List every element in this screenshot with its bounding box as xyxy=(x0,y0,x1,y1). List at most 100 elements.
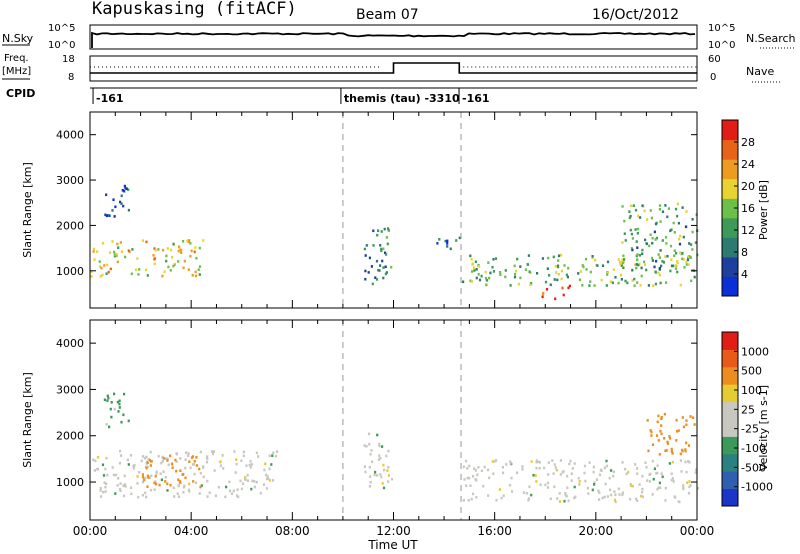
heat-cell-0 xyxy=(111,466,114,469)
heat-cell-1 xyxy=(125,187,128,190)
heat-cell-1 xyxy=(171,466,174,469)
heat-cell-5 xyxy=(684,449,687,453)
heat-cell-4 xyxy=(631,279,634,282)
heat-cell-4 xyxy=(565,273,568,277)
heat-cell-4 xyxy=(612,474,615,478)
heat-cell-4 xyxy=(475,496,478,499)
heat-cell-4 xyxy=(504,275,507,279)
heat-cell-6 xyxy=(629,204,633,208)
heat-cell-4 xyxy=(621,258,624,262)
heat-cell-6 xyxy=(630,232,633,236)
heat-cell-4 xyxy=(510,490,514,493)
heat-cell-3 xyxy=(369,481,372,484)
heat-cell-1 xyxy=(190,456,194,459)
heat-cell-0 xyxy=(117,246,120,249)
heat-cell-0 xyxy=(191,274,194,277)
beam-title: Beam 07 xyxy=(356,7,419,23)
heat-cell-5 xyxy=(689,415,692,418)
power-colorbar-swatch-1 xyxy=(722,256,738,277)
heat-cell-6 xyxy=(628,210,631,213)
heat-cell-2 xyxy=(380,249,383,252)
heat-cell-0 xyxy=(146,274,149,277)
heat-cell-0 xyxy=(271,454,274,457)
heat-cell-5 xyxy=(554,297,557,301)
heat-cell-6 xyxy=(685,210,688,213)
heat-cell-4 xyxy=(462,465,465,469)
heat-cell-0 xyxy=(105,272,108,275)
heat-cell-4 xyxy=(578,483,581,486)
heat-cell-0 xyxy=(109,267,112,271)
heat-cell-2 xyxy=(374,276,377,279)
heat-cell-0 xyxy=(99,486,102,490)
heat-cell-4 xyxy=(617,258,620,261)
heat-cell-4 xyxy=(552,472,555,475)
heat-cell-4 xyxy=(543,466,546,470)
heat-cell-4 xyxy=(509,284,512,287)
heat-cell-0 xyxy=(100,266,103,270)
heat-cell-2 xyxy=(390,265,393,269)
heat-cell-1 xyxy=(145,466,148,470)
heat-cell-0 xyxy=(93,258,96,261)
heat-cell-3 xyxy=(378,444,381,448)
heat-cell-4 xyxy=(599,468,602,472)
heat-cell-4 xyxy=(519,276,522,280)
heat-cell-6 xyxy=(673,249,676,252)
heat-cell-0 xyxy=(166,489,169,492)
velocity-colorbar-swatch-6 xyxy=(722,384,738,403)
heat-cell-4 xyxy=(472,266,476,269)
heat-cell-1 xyxy=(184,476,187,480)
heat-cell-0 xyxy=(189,242,192,245)
nsky-label: N.Sky xyxy=(2,32,34,45)
heat-cell-1 xyxy=(112,198,115,201)
heat-cell-4 xyxy=(484,276,488,280)
heat-cell-4 xyxy=(636,472,639,475)
heat-cell-4 xyxy=(487,494,490,497)
heat-cell-6 xyxy=(630,247,633,250)
heat-cell-3 xyxy=(446,239,449,243)
heat-cell-0 xyxy=(113,253,117,257)
heat-cell-6 xyxy=(624,239,627,242)
heat-cell-6 xyxy=(638,254,642,257)
heat-cell-4 xyxy=(658,481,661,485)
heat-cell-0 xyxy=(237,495,240,499)
heat-cell-3 xyxy=(446,242,449,245)
heat-cell-4 xyxy=(624,467,627,471)
heat-cell-0 xyxy=(182,490,185,494)
heat-cell-4 xyxy=(614,276,617,279)
heat-cell-0 xyxy=(145,240,148,244)
heat-cell-0 xyxy=(198,492,201,495)
heat-cell-2 xyxy=(110,401,113,404)
heat-cell-4 xyxy=(635,254,638,258)
heat-cell-4 xyxy=(622,254,625,258)
heat-cell-4 xyxy=(568,462,571,466)
heat-cell-4 xyxy=(513,264,516,268)
heat-cell-0 xyxy=(228,480,231,484)
heat-cell-4 xyxy=(541,257,544,260)
heat-cell-2 xyxy=(379,264,382,267)
heat-cell-4 xyxy=(686,481,689,484)
heat-cell-0 xyxy=(198,273,201,276)
heat-cell-0 xyxy=(217,485,220,489)
heat-cell-4 xyxy=(627,470,630,474)
heat-cell-0 xyxy=(132,466,136,470)
heat-cell-1 xyxy=(174,458,177,462)
heat-cell-3 xyxy=(436,242,439,245)
heat-cell-0 xyxy=(96,467,100,471)
heat-cell-6 xyxy=(636,231,639,235)
heat-cell-2 xyxy=(380,230,383,233)
heat-cell-4 xyxy=(687,492,691,495)
heat-cell-4 xyxy=(620,264,623,267)
xtick-label-3: 12:00 xyxy=(376,524,411,538)
heat-cell-0 xyxy=(99,275,102,278)
heat-cell-0 xyxy=(235,458,238,461)
heat-cell-4 xyxy=(471,263,474,266)
heat-cell-4 xyxy=(608,476,611,480)
velocity-colorbar-swatch-3 xyxy=(722,436,738,455)
heat-cell-0 xyxy=(99,489,102,492)
heat-cell-4 xyxy=(535,459,538,462)
heat-cell-4 xyxy=(640,274,643,278)
power-ytick-label-3: 4000 xyxy=(56,129,84,142)
heat-cell-1 xyxy=(198,467,201,471)
heat-cell-0 xyxy=(180,251,183,254)
heat-cell-5 xyxy=(675,418,678,422)
